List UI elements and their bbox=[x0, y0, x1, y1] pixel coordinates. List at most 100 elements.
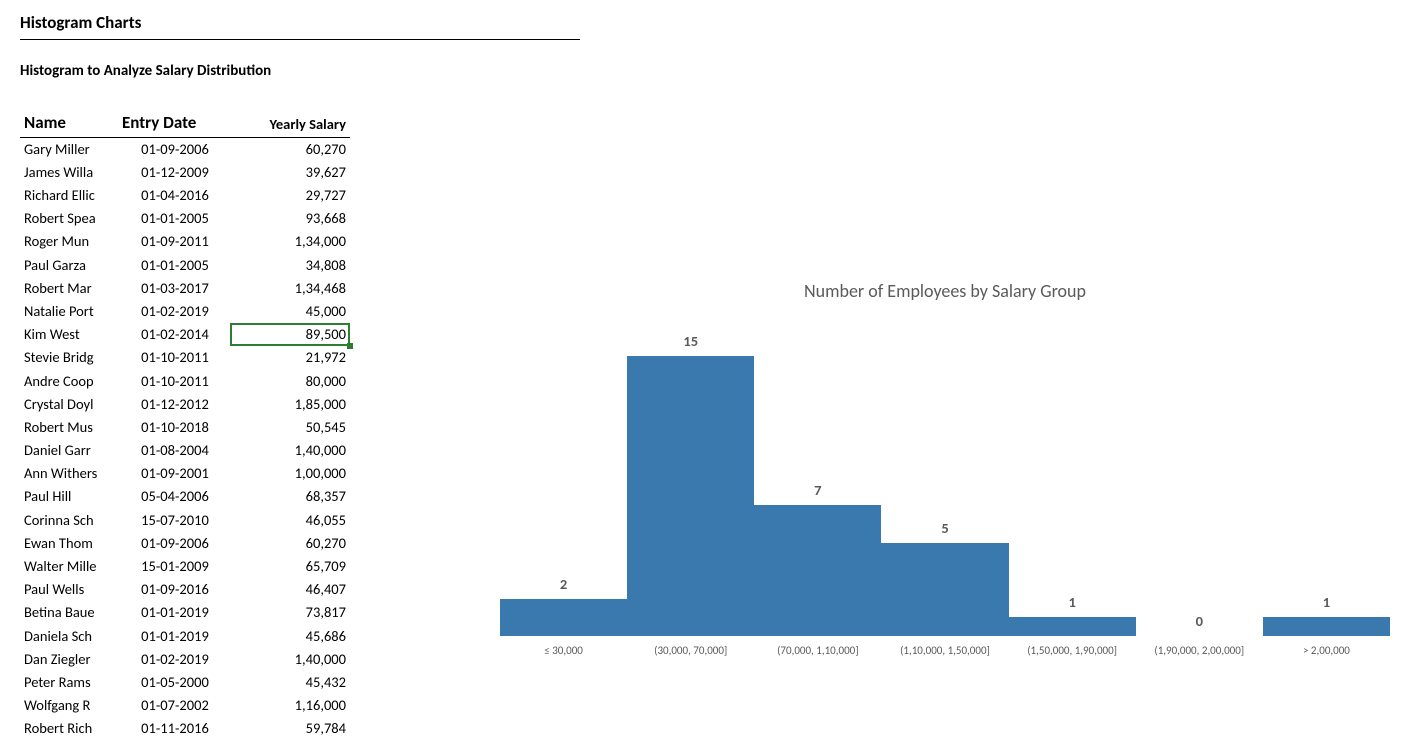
cell-salary[interactable]: 39,627 bbox=[230, 161, 350, 184]
table-row[interactable]: Daniel Garr01-08-20041,40,000 bbox=[20, 439, 350, 462]
col-header-name[interactable]: Name bbox=[20, 110, 120, 138]
cell-date[interactable]: 01-03-2017 bbox=[120, 277, 230, 300]
cell-salary[interactable]: 50,545 bbox=[230, 416, 350, 439]
cell-name[interactable]: Daniela Sch bbox=[20, 624, 120, 647]
table-row[interactable]: Corinna Sch15-07-201046,055 bbox=[20, 509, 350, 532]
cell-date[interactable]: 01-01-2019 bbox=[120, 624, 230, 647]
table-row[interactable]: Roger Mun01-09-20111,34,000 bbox=[20, 230, 350, 253]
cell-date[interactable]: 01-09-2006 bbox=[120, 138, 230, 161]
cell-date[interactable]: 01-01-2005 bbox=[120, 207, 230, 230]
cell-salary[interactable]: 1,40,000 bbox=[230, 439, 350, 462]
cell-date[interactable]: 01-11-2016 bbox=[120, 717, 230, 740]
table-row[interactable]: Paul Hill05-04-200668,357 bbox=[20, 485, 350, 508]
table-row[interactable]: Robert Rich01-11-201659,784 bbox=[20, 717, 350, 740]
cell-name[interactable]: Crystal Doyl bbox=[20, 393, 120, 416]
table-row[interactable]: Dan Ziegler01-02-20191,40,000 bbox=[20, 648, 350, 671]
cell-name[interactable]: Ann Withers bbox=[20, 462, 120, 485]
cell-salary[interactable]: 1,34,468 bbox=[230, 277, 350, 300]
cell-salary[interactable]: 1,85,000 bbox=[230, 393, 350, 416]
table-row[interactable]: Ann Withers01-09-20011,00,000 bbox=[20, 462, 350, 485]
col-header-salary[interactable]: Yearly Salary bbox=[230, 110, 350, 138]
cell-date[interactable]: 05-04-2006 bbox=[120, 485, 230, 508]
cell-name[interactable]: Paul Hill bbox=[20, 485, 120, 508]
cell-date[interactable]: 01-07-2002 bbox=[120, 694, 230, 717]
table-row[interactable]: Daniela Sch01-01-201945,686 bbox=[20, 624, 350, 647]
cell-salary[interactable]: 1,40,000 bbox=[230, 648, 350, 671]
cell-date[interactable]: 01-05-2000 bbox=[120, 671, 230, 694]
cell-name[interactable]: Ewan Thom bbox=[20, 532, 120, 555]
table-row[interactable]: Natalie Port01-02-201945,000 bbox=[20, 300, 350, 323]
histogram-chart[interactable]: Number of Employees by Salary Group 2157… bbox=[500, 280, 1390, 657]
cell-salary[interactable]: 29,727 bbox=[230, 184, 350, 207]
cell-name[interactable]: Corinna Sch bbox=[20, 509, 120, 532]
cell-salary[interactable]: 93,668 bbox=[230, 207, 350, 230]
cell-name[interactable]: Daniel Garr bbox=[20, 439, 120, 462]
cell-name[interactable]: Kim West bbox=[20, 323, 120, 346]
table-row[interactable]: Andre Coop01-10-201180,000 bbox=[20, 369, 350, 392]
cell-salary[interactable]: 73,817 bbox=[230, 601, 350, 624]
cell-date[interactable]: 01-12-2012 bbox=[120, 393, 230, 416]
table-row[interactable]: Robert Spea01-01-200593,668 bbox=[20, 207, 350, 230]
cell-date[interactable]: 01-02-2019 bbox=[120, 300, 230, 323]
histogram-bin[interactable]: 1 bbox=[1263, 593, 1390, 636]
cell-name[interactable]: Gary Miller bbox=[20, 138, 120, 161]
cell-name[interactable]: Dan Ziegler bbox=[20, 648, 120, 671]
cell-date[interactable]: 01-09-2001 bbox=[120, 462, 230, 485]
cell-salary[interactable]: 80,000 bbox=[230, 369, 350, 392]
cell-name[interactable]: Betina Baue bbox=[20, 601, 120, 624]
histogram-bin[interactable]: 1 bbox=[1009, 593, 1136, 636]
cell-salary[interactable]: 34,808 bbox=[230, 253, 350, 276]
histogram-bin[interactable]: 7 bbox=[754, 481, 881, 636]
cell-date[interactable]: 01-09-2016 bbox=[120, 578, 230, 601]
cell-salary[interactable]: 46,055 bbox=[230, 509, 350, 532]
table-row[interactable]: Gary Miller01-09-200660,270 bbox=[20, 138, 350, 161]
cell-name[interactable]: Robert Mus bbox=[20, 416, 120, 439]
cell-name[interactable]: James Willa bbox=[20, 161, 120, 184]
cell-name[interactable]: Robert Rich bbox=[20, 717, 120, 740]
cell-name[interactable]: Walter Mille bbox=[20, 555, 120, 578]
cell-date[interactable]: 01-02-2014 bbox=[120, 323, 230, 346]
table-row[interactable]: Robert Mar01-03-20171,34,468 bbox=[20, 277, 350, 300]
cell-date[interactable]: 01-04-2016 bbox=[120, 184, 230, 207]
cell-name[interactable]: Roger Mun bbox=[20, 230, 120, 253]
employee-table[interactable]: Name Entry Date Yearly Salary Gary Mille… bbox=[20, 110, 350, 740]
cell-date[interactable]: 01-10-2011 bbox=[120, 346, 230, 369]
cell-name[interactable]: Robert Mar bbox=[20, 277, 120, 300]
table-row[interactable]: Walter Mille15-01-200965,709 bbox=[20, 555, 350, 578]
cell-name[interactable]: Richard Ellic bbox=[20, 184, 120, 207]
histogram-bin[interactable]: 2 bbox=[500, 575, 627, 636]
cell-date[interactable]: 01-02-2019 bbox=[120, 648, 230, 671]
cell-salary[interactable]: 45,432 bbox=[230, 671, 350, 694]
cell-name[interactable]: Stevie Bridg bbox=[20, 346, 120, 369]
cell-name[interactable]: Peter Rams bbox=[20, 671, 120, 694]
cell-name[interactable]: Wolfgang R bbox=[20, 694, 120, 717]
cell-name[interactable]: Natalie Port bbox=[20, 300, 120, 323]
histogram-bin[interactable]: 0 bbox=[1136, 612, 1263, 636]
cell-date[interactable]: 01-08-2004 bbox=[120, 439, 230, 462]
table-row[interactable]: Stevie Bridg01-10-201121,972 bbox=[20, 346, 350, 369]
table-row[interactable]: Paul Wells01-09-201646,407 bbox=[20, 578, 350, 601]
cell-name[interactable]: Andre Coop bbox=[20, 369, 120, 392]
cell-salary[interactable]: 60,270 bbox=[230, 532, 350, 555]
cell-date[interactable]: 15-01-2009 bbox=[120, 555, 230, 578]
cell-salary[interactable]: 65,709 bbox=[230, 555, 350, 578]
cell-salary[interactable]: 1,00,000 bbox=[230, 462, 350, 485]
cell-date[interactable]: 01-01-2019 bbox=[120, 601, 230, 624]
cell-salary[interactable]: 46,407 bbox=[230, 578, 350, 601]
histogram-bin[interactable]: 15 bbox=[627, 332, 754, 636]
cell-salary[interactable]: 68,357 bbox=[230, 485, 350, 508]
cell-name[interactable]: Paul Garza bbox=[20, 253, 120, 276]
table-row[interactable]: Betina Baue01-01-201973,817 bbox=[20, 601, 350, 624]
table-row[interactable]: Robert Mus01-10-201850,545 bbox=[20, 416, 350, 439]
cell-salary[interactable]: 1,34,000 bbox=[230, 230, 350, 253]
table-row[interactable]: Paul Garza01-01-200534,808 bbox=[20, 253, 350, 276]
cell-salary[interactable]: 21,972 bbox=[230, 346, 350, 369]
cell-date[interactable]: 01-09-2006 bbox=[120, 532, 230, 555]
table-row[interactable]: Ewan Thom01-09-200660,270 bbox=[20, 532, 350, 555]
table-row[interactable]: Crystal Doyl01-12-20121,85,000 bbox=[20, 393, 350, 416]
cell-salary[interactable]: 1,16,000 bbox=[230, 694, 350, 717]
cell-date[interactable]: 15-07-2010 bbox=[120, 509, 230, 532]
cell-salary[interactable]: 59,784 bbox=[230, 717, 350, 740]
cell-date[interactable]: 01-10-2018 bbox=[120, 416, 230, 439]
cell-date[interactable]: 01-09-2011 bbox=[120, 230, 230, 253]
